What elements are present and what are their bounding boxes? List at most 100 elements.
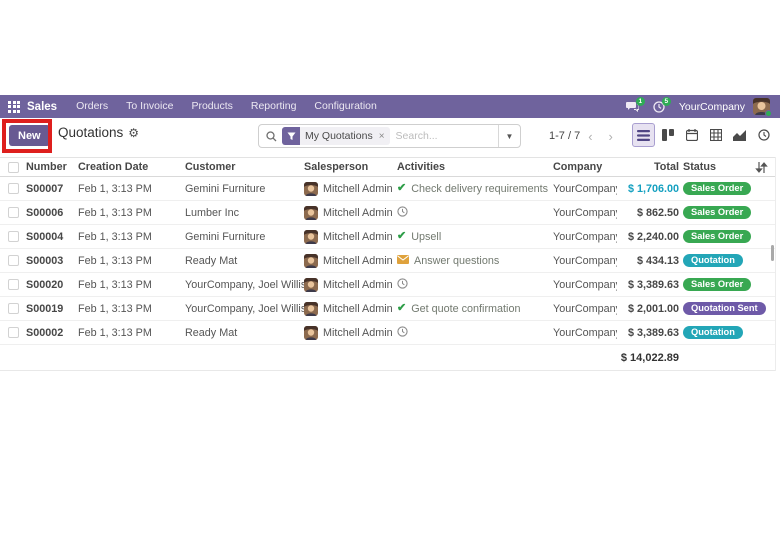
activity-label[interactable]: Check delivery requirements [411, 182, 549, 195]
col-header-status[interactable]: Status [683, 161, 716, 173]
table-row[interactable]: S00003 Feb 1, 3:13 PM Ready Mat Mitchell… [0, 249, 775, 273]
table-row[interactable]: S00007 Feb 1, 3:13 PM Gemini Furniture M… [0, 177, 775, 201]
row-checkbox[interactable] [7, 327, 19, 338]
optional-columns-icon[interactable] [755, 161, 768, 177]
salesperson-avatar [304, 253, 318, 268]
search-dropdown-caret[interactable]: ▼ [498, 125, 520, 147]
messages-badge: 1 [635, 97, 645, 106]
activity-label[interactable]: Answer questions [414, 254, 500, 267]
row-checkbox[interactable] [7, 231, 19, 242]
salesperson-name: Mitchell Admin [323, 302, 393, 315]
page-title[interactable]: Quotations [58, 125, 124, 140]
salesperson-name: Mitchell Admin [323, 206, 393, 219]
filter-facet-label: My Quotations [305, 130, 373, 142]
pager-next-icon[interactable]: › [608, 128, 613, 144]
creation-date: Feb 1, 3:13 PM [78, 230, 152, 243]
clock-icon[interactable] [397, 277, 408, 292]
activity-view-button[interactable] [752, 123, 775, 147]
company: YourCompany [553, 302, 617, 315]
user-avatar[interactable] [753, 98, 772, 117]
company: YourCompany [553, 230, 617, 243]
total-amount: $ 2,001.00 [627, 302, 679, 315]
quotations-table: Number Creation Date Customer Salesperso… [0, 157, 776, 371]
col-header-activities[interactable]: Activities [397, 161, 446, 173]
total-amount: $ 3,389.63 [627, 278, 679, 291]
calendar-view-button[interactable] [680, 123, 703, 147]
status-badge: Quotation [683, 325, 743, 340]
col-header-company[interactable]: Company [553, 161, 603, 173]
company-switcher[interactable]: YourCompany [678, 100, 745, 113]
customer: Ready Mat [185, 254, 238, 267]
row-checkbox[interactable] [7, 303, 19, 314]
gear-icon[interactable]: ⚙ [128, 125, 140, 140]
clock-icon[interactable] [397, 325, 408, 340]
quotation-number: S00007 [26, 182, 64, 195]
remove-filter-icon[interactable]: × [378, 130, 385, 142]
envelope-icon [397, 254, 409, 267]
table-row[interactable]: S00019 Feb 1, 3:13 PM YourCompany, Joel … [0, 297, 775, 321]
control-bar: New Quotations ⚙ My Quotations × ▼ 1-7 /… [0, 118, 780, 155]
table-header: Number Creation Date Customer Salesperso… [0, 157, 775, 177]
col-header-customer[interactable]: Customer [185, 161, 236, 173]
pager-prev-icon[interactable]: ‹ [588, 128, 593, 144]
col-header-total[interactable]: Total [654, 161, 679, 173]
col-header-salesperson[interactable]: Salesperson [304, 161, 369, 173]
total-amount: $ 1,706.00 [627, 182, 679, 195]
list-view-button[interactable] [632, 123, 655, 147]
apps-grid-icon[interactable] [3, 95, 25, 118]
quotation-number: S00019 [26, 302, 64, 315]
status-badge: Sales Order [683, 277, 752, 292]
table-row[interactable]: S00006 Feb 1, 3:13 PM Lumber Inc Mitchel… [0, 201, 775, 225]
company: YourCompany [553, 254, 617, 267]
table-row[interactable]: S00002 Feb 1, 3:13 PM Ready Mat Mitchell… [0, 321, 775, 345]
scrollbar-thumb[interactable] [771, 245, 774, 261]
col-header-number[interactable]: Number [26, 161, 67, 173]
table-row[interactable]: S00004 Feb 1, 3:13 PM Gemini Furniture M… [0, 225, 775, 249]
salesperson-name: Mitchell Admin [323, 254, 393, 267]
salesperson-name: Mitchell Admin [323, 182, 393, 195]
footer-total: $ 14,022.89 [620, 351, 679, 364]
row-checkbox[interactable] [7, 207, 19, 218]
status-badge: Sales Order [683, 205, 752, 220]
menu-reporting[interactable]: Reporting [250, 100, 297, 112]
online-status-dot [765, 110, 772, 117]
salesperson-avatar [304, 277, 318, 292]
status-badge: Sales Order [683, 181, 752, 196]
quotation-number: S00003 [26, 254, 64, 267]
check-icon: ✔ [397, 182, 407, 194]
filter-facet[interactable]: My Quotations × [282, 127, 390, 145]
check-icon: ✔ [397, 302, 407, 314]
graph-view-button[interactable] [728, 123, 751, 147]
pager-range: 1-7 / 7 [549, 130, 581, 142]
select-all-checkbox[interactable] [7, 161, 19, 173]
kanban-view-button[interactable] [656, 123, 679, 147]
search-bar[interactable]: My Quotations × ▼ [258, 124, 521, 148]
activity-label[interactable]: Upsell [411, 230, 442, 243]
table-row[interactable]: S00020 Feb 1, 3:13 PM YourCompany, Joel … [0, 273, 775, 297]
activities-clock-icon[interactable]: 5 [649, 95, 671, 118]
row-checkbox[interactable] [7, 183, 19, 194]
app-name[interactable]: Sales [27, 100, 58, 113]
new-button[interactable]: New [9, 125, 50, 146]
clock-icon[interactable] [397, 205, 408, 220]
salesperson-avatar [304, 205, 318, 220]
company: YourCompany [553, 206, 617, 219]
messages-icon[interactable]: 1 [623, 95, 645, 118]
menu-to-invoice[interactable]: To Invoice [126, 100, 174, 112]
menu-products[interactable]: Products [191, 100, 233, 112]
total-amount: $ 434.13 [636, 254, 679, 267]
menu-orders[interactable]: Orders [76, 100, 109, 112]
status-badge: Quotation Sent [683, 301, 766, 316]
filter-funnel-icon [282, 127, 300, 145]
search-input[interactable] [389, 130, 498, 142]
menu-configuration[interactable]: Configuration [314, 100, 377, 112]
pivot-view-button[interactable] [704, 123, 727, 147]
customer: YourCompany, Joel Willis [185, 302, 304, 315]
creation-date: Feb 1, 3:13 PM [78, 278, 152, 291]
col-header-creation-date[interactable]: Creation Date [78, 161, 149, 173]
row-checkbox[interactable] [7, 279, 19, 290]
row-checkbox[interactable] [7, 255, 19, 266]
creation-date: Feb 1, 3:13 PM [78, 182, 152, 195]
breadcrumb: Quotations ⚙ [58, 125, 139, 140]
activity-label[interactable]: Get quote confirmation [411, 302, 521, 315]
